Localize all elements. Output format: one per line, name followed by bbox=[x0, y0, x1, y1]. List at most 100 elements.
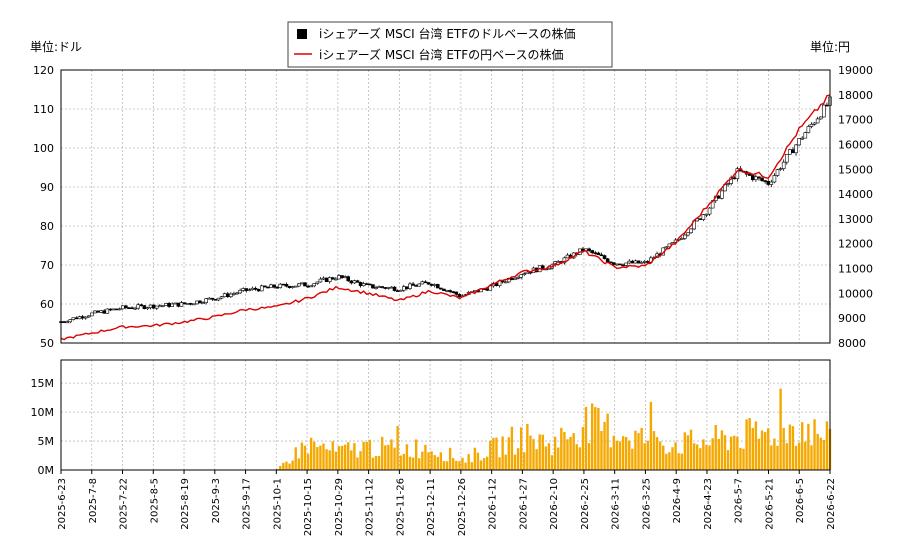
volume-bar bbox=[816, 433, 819, 470]
usd-candle-body bbox=[380, 286, 384, 288]
volume-bar bbox=[529, 435, 532, 470]
usd-candle-body bbox=[596, 252, 601, 256]
volume-bar bbox=[547, 443, 551, 470]
volume-bar bbox=[739, 447, 742, 470]
x-tick-label: 2026-4-9 bbox=[672, 478, 683, 523]
volume-bar bbox=[541, 434, 544, 470]
usd-candle-body bbox=[818, 116, 823, 120]
usd-candle-body bbox=[386, 287, 391, 289]
usd-candle-body bbox=[74, 317, 79, 320]
volume-bar bbox=[696, 444, 699, 470]
usd-candle-body bbox=[630, 260, 635, 264]
volume-bar bbox=[590, 403, 594, 470]
volume-bar bbox=[498, 457, 501, 470]
usd-candle-body bbox=[179, 302, 184, 307]
usd-candle-body bbox=[815, 118, 820, 124]
usd-candle-body bbox=[293, 285, 298, 288]
y-left-tick-label: 50 bbox=[40, 337, 54, 350]
usd-candle-body bbox=[825, 104, 829, 107]
usd-candle-body bbox=[275, 286, 279, 289]
volume-bar bbox=[581, 426, 585, 470]
volume-bar bbox=[779, 388, 782, 470]
volume-bar bbox=[804, 441, 807, 470]
volume-bar bbox=[729, 436, 733, 470]
volume-bar bbox=[353, 443, 356, 470]
volume-tick-label: 10M bbox=[31, 406, 55, 419]
usd-candle-body bbox=[565, 254, 570, 259]
volume-bar bbox=[720, 430, 724, 470]
volume-bar bbox=[433, 455, 436, 470]
y-left-tick-label: 80 bbox=[40, 220, 54, 233]
volume-bar bbox=[368, 439, 372, 470]
volume-bar bbox=[347, 442, 350, 470]
usd-candle-body bbox=[784, 154, 789, 163]
usd-candle-body bbox=[757, 176, 761, 179]
usd-candle-body bbox=[732, 177, 737, 180]
volume-bar bbox=[495, 437, 498, 470]
volume-bar bbox=[526, 423, 529, 470]
y-right-tick-label: 11000 bbox=[838, 263, 873, 276]
volume-bar bbox=[587, 443, 591, 470]
usd-candle-body bbox=[562, 257, 567, 264]
volume-bar bbox=[822, 439, 826, 470]
usd-candle-body bbox=[451, 291, 456, 293]
usd-candle-body bbox=[80, 316, 85, 319]
jpy-price-line bbox=[60, 94, 831, 341]
usd-candle-body bbox=[624, 262, 628, 266]
x-tick-label: 2025-8-5 bbox=[149, 478, 160, 523]
volume-bar bbox=[637, 433, 640, 470]
usd-candle-body bbox=[266, 286, 270, 289]
usd-candle-body bbox=[278, 283, 283, 289]
volume-bar bbox=[714, 425, 717, 470]
usd-candle-body bbox=[593, 252, 598, 255]
usd-candle-body bbox=[519, 274, 523, 278]
volume-bar bbox=[776, 445, 779, 470]
usd-candle-body bbox=[318, 278, 323, 283]
volume-bar bbox=[717, 438, 721, 470]
volume-bar bbox=[328, 450, 331, 470]
usd-candle-body bbox=[213, 298, 218, 301]
usd-candle-body bbox=[747, 173, 752, 176]
usd-candle-body bbox=[781, 161, 786, 169]
volume-bar bbox=[322, 443, 325, 470]
usd-candle-body bbox=[77, 316, 82, 320]
usd-candle-body bbox=[664, 246, 669, 249]
volume-bar bbox=[476, 452, 480, 470]
usd-price-series bbox=[59, 95, 832, 324]
usd-candle-body bbox=[158, 305, 162, 308]
volume-bar bbox=[726, 450, 730, 470]
volume-bar bbox=[319, 445, 322, 470]
volume-tick-label: 5M bbox=[38, 435, 55, 448]
usd-candle-body bbox=[232, 293, 236, 295]
volume-bar bbox=[773, 438, 776, 470]
usd-candle-body bbox=[503, 281, 508, 284]
usd-candle-body bbox=[806, 126, 811, 133]
volume-bar bbox=[550, 455, 554, 470]
volume-bar bbox=[275, 468, 279, 470]
x-tick-label: 2025-12-26 bbox=[457, 478, 468, 536]
legend: iシェアーズ MSCI 台湾 ETFのドルベースの株価 iシェアーズ MSCI … bbox=[287, 21, 613, 68]
volume-bar bbox=[455, 460, 458, 470]
volume-bar bbox=[785, 443, 788, 470]
volume-bar bbox=[572, 433, 575, 470]
usd-candle-body bbox=[698, 218, 703, 220]
volume-bar bbox=[399, 455, 402, 470]
usd-candle-body bbox=[707, 207, 712, 215]
volume-bar bbox=[408, 456, 412, 470]
usd-candle-body bbox=[516, 277, 520, 279]
legend-usd-swatch bbox=[297, 29, 307, 39]
usd-candle-body bbox=[244, 288, 249, 291]
volume-bar bbox=[489, 440, 492, 470]
usd-candle-body bbox=[68, 319, 73, 323]
usd-candle-body bbox=[485, 288, 489, 291]
usd-candle-body bbox=[164, 302, 168, 306]
volume-bar bbox=[754, 421, 758, 470]
usd-candle-body bbox=[225, 293, 230, 298]
usd-candle-body bbox=[454, 291, 459, 295]
usd-candle-body bbox=[442, 288, 446, 291]
volume-bar bbox=[655, 437, 659, 470]
volume-bar bbox=[439, 452, 443, 470]
volume-bar bbox=[631, 448, 634, 470]
usd-candle-body bbox=[83, 316, 88, 319]
usd-candle-body bbox=[139, 304, 144, 307]
